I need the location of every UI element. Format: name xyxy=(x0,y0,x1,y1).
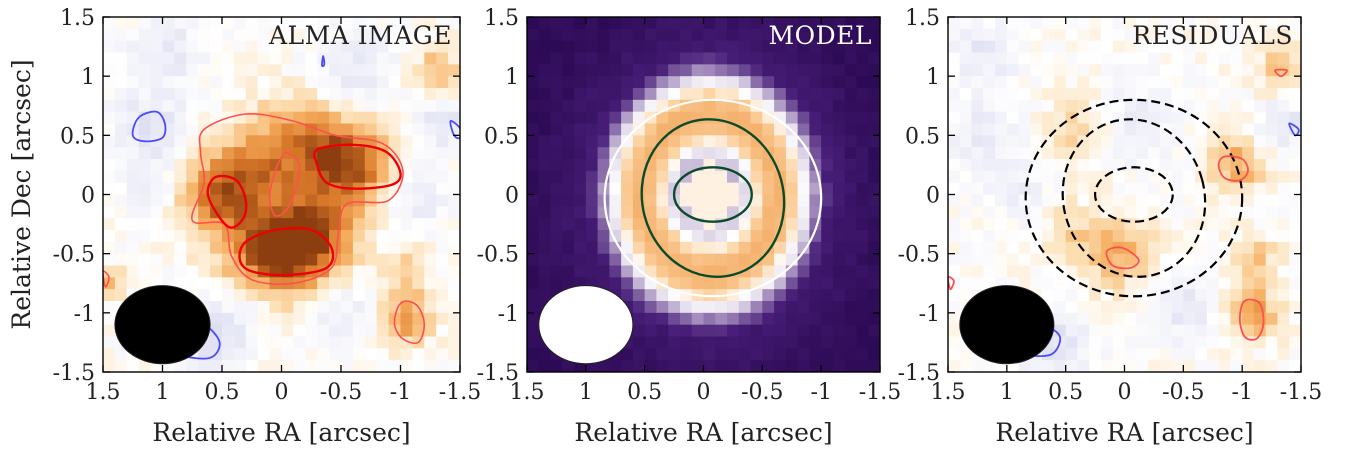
contour-line xyxy=(238,226,335,277)
x-tick-label: -1.5 xyxy=(439,380,481,405)
y-tick-label: -1 xyxy=(919,302,940,327)
contour-line xyxy=(449,120,460,140)
beam-ellipse xyxy=(959,285,1055,365)
contour-line xyxy=(206,174,248,229)
y-tick-label: -1.5 xyxy=(53,361,95,386)
y-tick-label: 0 xyxy=(926,184,940,209)
x-tick-label: 1.5 xyxy=(86,380,121,405)
contour-line xyxy=(1274,68,1288,78)
x-tick-label: -0.5 xyxy=(741,380,783,405)
x-tick-label: 1.5 xyxy=(931,380,966,405)
panel-title: MODEL xyxy=(769,21,873,50)
contour-line xyxy=(1093,166,1174,223)
panel-1: 1.5 1 0.5 0 -0.5 -1 -1.5 -1.5 -1 -0.5 0 0.5 1 1.5 ALMA… xyxy=(7,6,481,447)
y-tick-label: 1.5 xyxy=(60,6,95,31)
contour-line xyxy=(1061,118,1207,278)
y-tick-label: 1 xyxy=(926,65,940,90)
y-tick-label: 1 xyxy=(81,65,95,90)
contour-line xyxy=(393,300,426,345)
x-tick-label: -1 xyxy=(810,380,831,405)
contour-line xyxy=(1238,298,1265,341)
y-tick-label: -1.5 xyxy=(477,361,519,386)
x-tick-label: -1 xyxy=(1231,380,1252,405)
x-tick-label: -1.5 xyxy=(1280,380,1322,405)
contour-line xyxy=(1105,246,1140,270)
contour-line xyxy=(131,110,167,143)
y-tick-label: -0.5 xyxy=(53,243,95,268)
contour-line xyxy=(1288,122,1300,137)
y-tick-label: 0 xyxy=(505,184,519,209)
y-tick-label: -1.5 xyxy=(898,361,940,386)
contour-line xyxy=(672,166,753,223)
beam-ellipse xyxy=(114,285,211,365)
contour-line xyxy=(1024,98,1244,298)
beam-ellipse xyxy=(538,285,634,365)
x-tick-label: -1 xyxy=(390,380,411,405)
x-tick-label: 1.5 xyxy=(510,380,545,405)
y-tick-label: 0.5 xyxy=(905,124,940,149)
y-tick-label: 0 xyxy=(81,184,95,209)
x-axis-label: Relative RA [arcsec] xyxy=(995,418,1253,447)
x-tick-label: 0.5 xyxy=(1048,380,1083,405)
y-tick-label: 0.5 xyxy=(60,124,95,149)
panel-3: 1.5 1 0.5 0 -0.5 -1 -1.5 -1.5 -1 -0.5 0 0.5 1 1.5 RESI… xyxy=(898,6,1323,447)
contour-line xyxy=(603,98,823,298)
contour-line xyxy=(640,118,786,278)
x-tick-label: 1 xyxy=(579,380,593,405)
y-tick-label: 1 xyxy=(505,65,519,90)
y-tick-label: -1 xyxy=(498,302,519,327)
x-tick-label: 1 xyxy=(1000,380,1014,405)
panel-2: 1.5 1 0.5 0 -0.5 -1 -1.5 -1.5 -1 -0.5 0 0.5 1 1.5 MODE… xyxy=(477,6,902,447)
y-axis-label: Relative Dec [arcsec] xyxy=(7,59,36,329)
contour-line xyxy=(321,55,326,68)
contour-line xyxy=(312,143,402,190)
panel-title: RESIDUALS xyxy=(1132,21,1293,50)
y-tick-label: 1.5 xyxy=(484,6,519,31)
y-tick-label: -0.5 xyxy=(898,243,940,268)
contour-line xyxy=(268,152,301,217)
x-tick-label: -0.5 xyxy=(320,380,362,405)
contour-line xyxy=(1217,155,1249,182)
y-tick-label: -1 xyxy=(74,302,95,327)
x-tick-label: -1.5 xyxy=(859,380,901,405)
x-tick-label: 1 xyxy=(156,380,170,405)
x-tick-label: 0.5 xyxy=(205,380,240,405)
panel-title: ALMA IMAGE xyxy=(268,21,452,50)
x-axis-label: Relative RA [arcsec] xyxy=(574,418,832,447)
x-tick-label: 0 xyxy=(275,380,289,405)
x-tick-label: 0 xyxy=(697,380,711,405)
y-tick-label: 1.5 xyxy=(905,6,940,31)
y-tick-label: 0.5 xyxy=(484,124,519,149)
x-tick-label: -0.5 xyxy=(1162,380,1204,405)
contour-line xyxy=(190,112,404,285)
x-axis-label: Relative RA [arcsec] xyxy=(152,418,410,447)
x-tick-label: 0 xyxy=(1118,380,1132,405)
x-tick-label: 0.5 xyxy=(627,380,662,405)
y-tick-label: -0.5 xyxy=(477,243,519,268)
